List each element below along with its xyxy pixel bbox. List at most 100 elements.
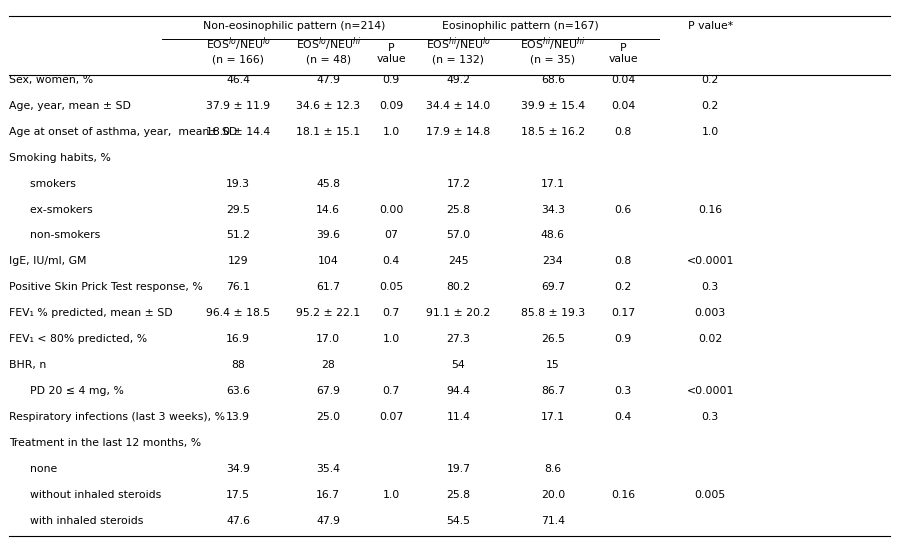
Text: 51.2: 51.2: [227, 230, 250, 240]
Text: value: value: [609, 54, 637, 64]
Text: 0.07: 0.07: [379, 412, 403, 422]
Text: EOS$^{hi}$/NEU$^{lo}$: EOS$^{hi}$/NEU$^{lo}$: [426, 35, 491, 53]
Text: EOS$^{lo}$/NEU$^{lo}$: EOS$^{lo}$/NEU$^{lo}$: [206, 35, 271, 53]
Text: 0.9: 0.9: [614, 334, 632, 344]
Text: Eosinophilic pattern (n=167): Eosinophilic pattern (n=167): [442, 21, 599, 31]
Text: Non-eosinophilic pattern (n=214): Non-eosinophilic pattern (n=214): [203, 21, 386, 31]
Text: 16.7: 16.7: [316, 490, 340, 500]
Text: Positive Skin Prick Test response, %: Positive Skin Prick Test response, %: [9, 282, 203, 292]
Text: 28: 28: [321, 360, 335, 371]
Text: 0.2: 0.2: [701, 75, 719, 85]
Text: 0.3: 0.3: [701, 282, 719, 292]
Text: value: value: [377, 54, 405, 64]
Text: Smoking habits, %: Smoking habits, %: [9, 153, 111, 163]
Text: 07: 07: [384, 230, 398, 240]
Text: 34.9: 34.9: [227, 464, 250, 474]
Text: 0.02: 0.02: [699, 334, 722, 344]
Text: 17.1: 17.1: [541, 412, 565, 422]
Text: 0.04: 0.04: [611, 101, 635, 110]
Text: 15: 15: [546, 360, 560, 371]
Text: Respiratory infections (last 3 weeks), %: Respiratory infections (last 3 weeks), %: [9, 412, 225, 422]
Text: 0.8: 0.8: [614, 127, 632, 137]
Text: 129: 129: [228, 257, 248, 267]
Text: 37.9 ± 11.9: 37.9 ± 11.9: [206, 101, 271, 110]
Text: 0.04: 0.04: [611, 75, 635, 85]
Text: 61.7: 61.7: [316, 282, 340, 292]
Text: 0.9: 0.9: [382, 75, 400, 85]
Text: 46.4: 46.4: [227, 75, 250, 85]
Text: 95.2 ± 22.1: 95.2 ± 22.1: [296, 309, 360, 318]
Text: (n = 48): (n = 48): [306, 54, 351, 64]
Text: 34.3: 34.3: [541, 205, 565, 215]
Text: 85.8 ± 19.3: 85.8 ± 19.3: [521, 309, 585, 318]
Text: 0.09: 0.09: [379, 101, 403, 110]
Text: with inhaled steroids: with inhaled steroids: [9, 516, 143, 526]
Text: 0.4: 0.4: [382, 257, 400, 267]
Text: 14.6: 14.6: [316, 205, 340, 215]
Text: 17.2: 17.2: [447, 179, 470, 189]
Text: 17.5: 17.5: [227, 490, 250, 500]
Text: PD 20 ≤ 4 mg, %: PD 20 ≤ 4 mg, %: [9, 386, 124, 396]
Text: 0.16: 0.16: [699, 205, 722, 215]
Text: smokers: smokers: [9, 179, 76, 189]
Text: FEV₁ < 80% predicted, %: FEV₁ < 80% predicted, %: [9, 334, 147, 344]
Text: ex-smokers: ex-smokers: [9, 205, 93, 215]
Text: BHR, n: BHR, n: [9, 360, 46, 371]
Text: 39.6: 39.6: [316, 230, 340, 240]
Text: 0.17: 0.17: [611, 309, 635, 318]
Text: 1.0: 1.0: [382, 334, 400, 344]
Text: 25.0: 25.0: [316, 412, 340, 422]
Text: 16.9: 16.9: [227, 334, 250, 344]
Text: non-smokers: non-smokers: [9, 230, 101, 240]
Text: 17.1: 17.1: [541, 179, 565, 189]
Text: 54.5: 54.5: [447, 516, 470, 526]
Text: 54: 54: [451, 360, 466, 371]
Text: FEV₁ % predicted, mean ± SD: FEV₁ % predicted, mean ± SD: [9, 309, 173, 318]
Text: 69.7: 69.7: [541, 282, 565, 292]
Text: 80.2: 80.2: [447, 282, 470, 292]
Text: 0.4: 0.4: [614, 412, 632, 422]
Text: EOS$^{lo}$/NEU$^{hi}$: EOS$^{lo}$/NEU$^{hi}$: [296, 35, 360, 53]
Text: 25.8: 25.8: [447, 205, 470, 215]
Text: 26.5: 26.5: [541, 334, 565, 344]
Text: IgE, IU/ml, GM: IgE, IU/ml, GM: [9, 257, 86, 267]
Text: none: none: [9, 464, 58, 474]
Text: Sex, women, %: Sex, women, %: [9, 75, 93, 85]
Text: 17.9 ± 14.8: 17.9 ± 14.8: [426, 127, 491, 137]
Text: 47.9: 47.9: [316, 516, 340, 526]
Text: 0.16: 0.16: [611, 490, 635, 500]
Text: 39.9 ± 15.4: 39.9 ± 15.4: [521, 101, 585, 110]
Text: 0.2: 0.2: [614, 282, 632, 292]
Text: 25.8: 25.8: [447, 490, 470, 500]
Text: 104: 104: [317, 257, 339, 267]
Text: 47.6: 47.6: [227, 516, 250, 526]
Text: 88: 88: [231, 360, 245, 371]
Text: 47.9: 47.9: [316, 75, 340, 85]
Text: Treatment in the last 12 months, %: Treatment in the last 12 months, %: [9, 438, 201, 448]
Text: (n = 132): (n = 132): [432, 54, 485, 64]
Text: Age, year, mean ± SD: Age, year, mean ± SD: [9, 101, 131, 110]
Text: 20.0: 20.0: [541, 490, 565, 500]
Text: 94.4: 94.4: [447, 386, 470, 396]
Text: 0.003: 0.003: [695, 309, 725, 318]
Text: 49.2: 49.2: [447, 75, 470, 85]
Text: 1.0: 1.0: [382, 490, 400, 500]
Text: 45.8: 45.8: [316, 179, 340, 189]
Text: EOS$^{hi}$/NEU$^{hi}$: EOS$^{hi}$/NEU$^{hi}$: [521, 35, 585, 53]
Text: 0.7: 0.7: [382, 309, 400, 318]
Text: 71.4: 71.4: [541, 516, 565, 526]
Text: 96.4 ± 18.5: 96.4 ± 18.5: [206, 309, 271, 318]
Text: 0.7: 0.7: [382, 386, 400, 396]
Text: <0.0001: <0.0001: [687, 257, 734, 267]
Text: <0.0001: <0.0001: [687, 386, 734, 396]
Text: 13.9: 13.9: [227, 412, 250, 422]
Text: 11.4: 11.4: [447, 412, 470, 422]
Text: 57.0: 57.0: [447, 230, 470, 240]
Text: P value*: P value*: [688, 21, 733, 31]
Text: Age at onset of asthma, year,  mean± SD: Age at onset of asthma, year, mean± SD: [9, 127, 237, 137]
Text: 27.3: 27.3: [447, 334, 470, 344]
Text: 68.6: 68.6: [541, 75, 565, 85]
Text: 234: 234: [543, 257, 563, 267]
Text: 18.1 ± 15.1: 18.1 ± 15.1: [296, 127, 360, 137]
Text: P: P: [387, 43, 395, 53]
